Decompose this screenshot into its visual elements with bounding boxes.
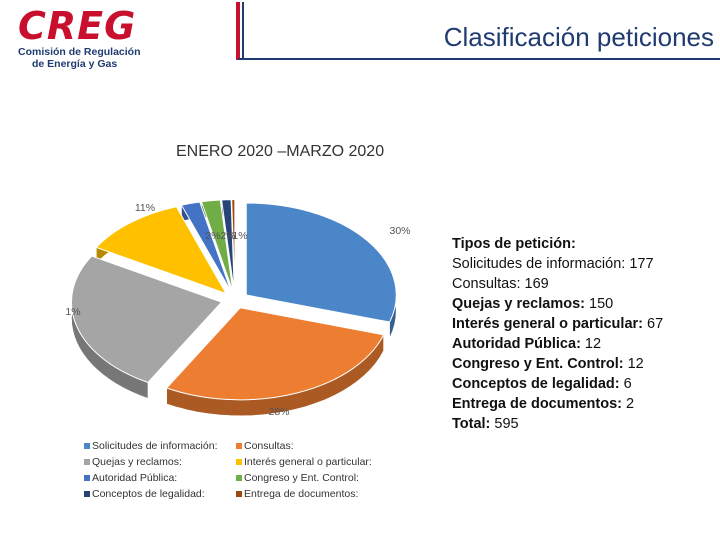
summary-row-3: Quejas y reclamos: 150 [452, 294, 714, 314]
legend-label: Conceptos de legalidad: [92, 488, 205, 500]
summary-value: 67 [642, 316, 664, 332]
legend-label: Solicitudes de información: [92, 440, 218, 452]
pie-slice-5 [180, 201, 232, 293]
summary-label: Quejas y reclamos: [452, 296, 585, 312]
summary-label: Total: [452, 416, 491, 432]
summary-label: Consultas: [452, 276, 521, 292]
pie-slice-7 [221, 199, 235, 292]
summary-heading: Tipos de petición: [452, 236, 576, 252]
legend-swatch [84, 491, 90, 498]
summary-label: Congreso y Ent. Control: [452, 356, 624, 372]
summary-value: 6 [619, 376, 632, 392]
summary-label: Solicitudes de información: [452, 256, 626, 272]
legend-item-8: Entrega de documentos: [236, 488, 358, 500]
pie-slice-2 [165, 307, 385, 401]
summary-value: 177 [625, 256, 654, 272]
pie-label-7: 1% [232, 230, 247, 242]
title-stripe-blue [242, 2, 244, 60]
summary-value: 169 [520, 276, 549, 292]
legend-item-7: Conceptos de legalidad: [84, 488, 205, 500]
summary-row-6: Congreso y Ent. Control: 12 [452, 354, 714, 374]
summary-row-5: Autoridad Pública: 12 [452, 334, 714, 354]
pie-slice-6 [200, 199, 234, 292]
summary-label: Conceptos de legalidad: [452, 376, 620, 392]
summary-value: 595 [490, 416, 519, 432]
pie-label-6: 2% [220, 230, 235, 242]
summary-row-7: Conceptos de legalidad: 6 [452, 374, 714, 394]
summary-value: 2 [622, 396, 635, 412]
legend-item-5: Autoridad Pública: [84, 472, 177, 484]
logo-mark: CREG [18, 4, 137, 48]
legend-swatch [236, 459, 242, 466]
pie-label-4: 11% [135, 202, 155, 214]
legend-label: Quejas y reclamos: [92, 456, 182, 468]
legend-item-2: Consultas: [236, 440, 294, 452]
pie-label-2: 28% [268, 406, 289, 418]
page-title: Clasificación peticiones [443, 22, 714, 52]
logo-line-2: de Energía y Gas [32, 58, 118, 70]
legend-label: Interés general o particular: [244, 456, 372, 468]
legend-swatch [236, 443, 242, 450]
summary-row-1: Solicitudes de información: 177 [452, 254, 714, 274]
chart-title: ENERO 2020 –MARZO 2020 [176, 143, 385, 160]
legend-swatch [236, 475, 242, 482]
pie-slice-8 [231, 199, 236, 292]
summary-row-8: Entrega de documentos: 2 [452, 394, 714, 414]
title-underline [238, 58, 720, 60]
summary-label: Interés general o particular: [452, 316, 643, 332]
summary-row-9: Total: 595 [452, 414, 714, 434]
pie-slice-4 [95, 206, 228, 295]
creg-logo: CREG Comisión de Regulación de Energía y… [18, 6, 148, 72]
petition-summary: Tipos de petición: Solicitudes de inform… [452, 234, 714, 434]
legend-swatch [236, 491, 242, 498]
legend-item-1: Solicitudes de información: [84, 440, 217, 452]
summary-value: 12 [580, 336, 602, 352]
summary-row-2: Consultas: 169 [452, 274, 714, 294]
legend-item-4: Interés general o particular: [236, 456, 372, 468]
legend-label: Consultas: [244, 440, 294, 452]
title-stripe-red [236, 2, 240, 60]
pie-label-1: 30% [389, 225, 410, 237]
summary-value: 150 [585, 296, 614, 312]
legend-swatch [84, 459, 90, 466]
pie-chart: 30%28%1%11%2% 2%1% [65, 199, 411, 418]
legend-item-6: Congreso y Ent. Control: [236, 472, 359, 484]
summary-row-4: Interés general o particular: 67 [452, 314, 714, 334]
legend-swatch [84, 475, 90, 482]
pie-label-3: 1% [65, 306, 80, 318]
legend-label: Autoridad Pública: [92, 472, 178, 484]
pie-label-5: 2% [205, 230, 220, 242]
legend-swatch [84, 443, 90, 450]
legend-label: Entrega de documentos: [244, 488, 359, 500]
title-bar: Clasificación peticiones [236, 2, 720, 60]
legend-item-3: Quejas y reclamos: [84, 456, 182, 468]
logo-line-1: Comisión de Regulación [18, 46, 141, 58]
legend-label: Congreso y Ent. Control: [244, 472, 359, 484]
pie-slice-3 [70, 255, 223, 383]
pie-slice-1 [245, 202, 397, 323]
summary-value: 12 [623, 356, 644, 372]
summary-label: Autoridad Pública: [452, 336, 581, 352]
summary-label: Entrega de documentos: [452, 396, 622, 412]
